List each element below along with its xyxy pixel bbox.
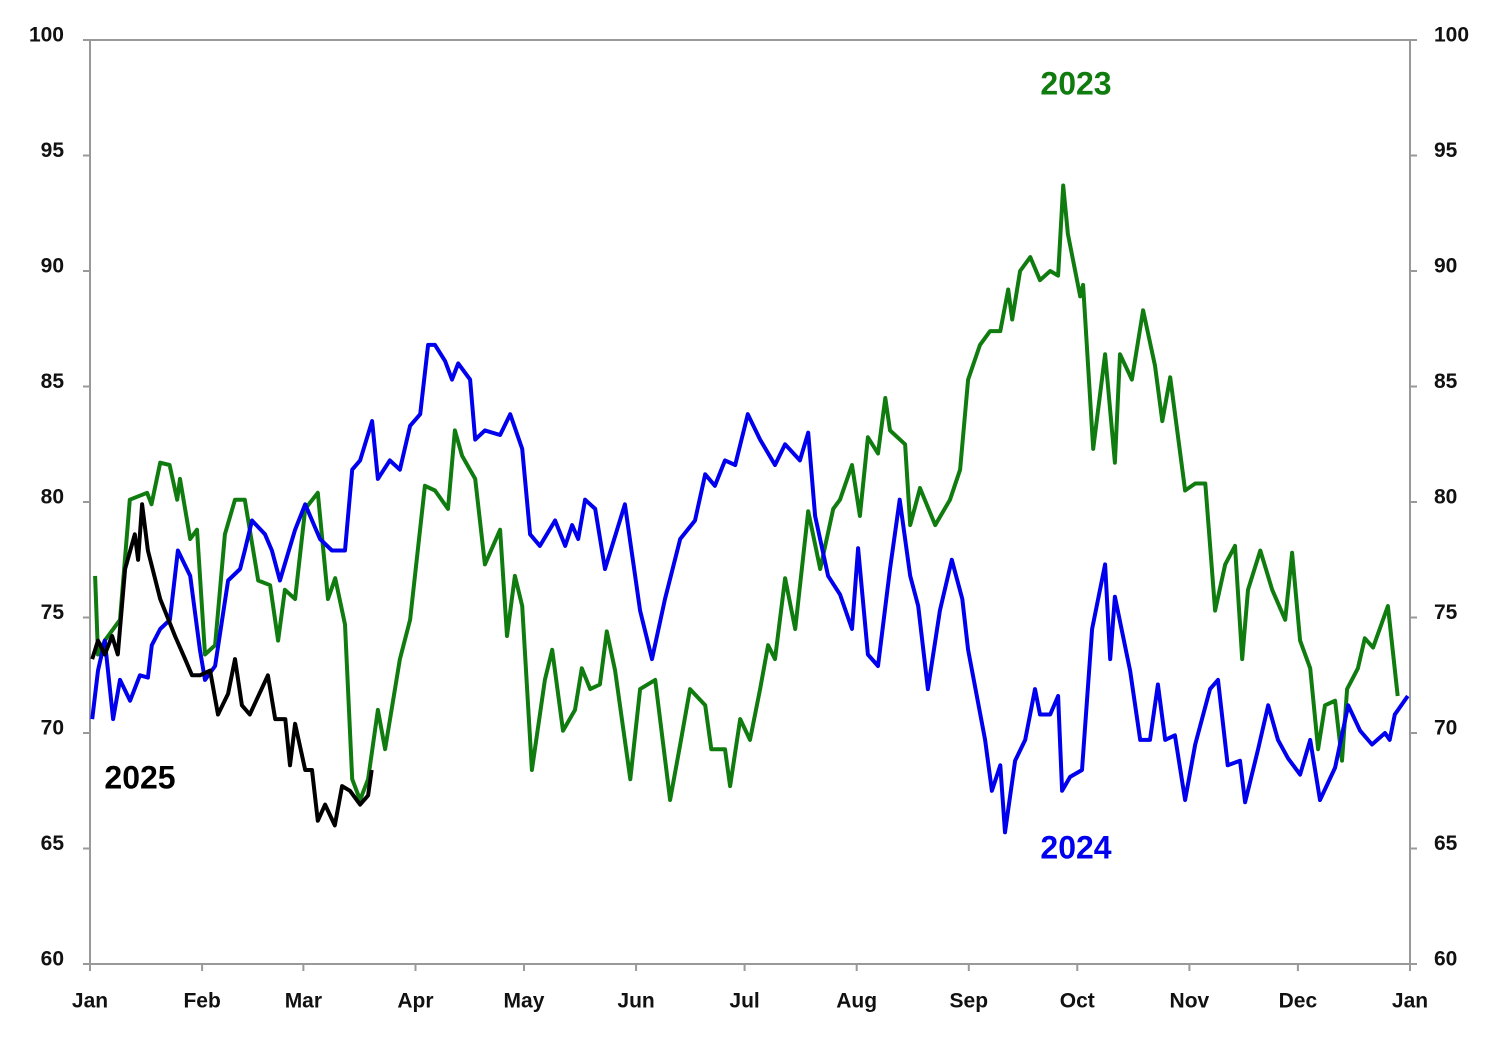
y-tick-label: 85 bbox=[41, 370, 65, 393]
y-tick-label-right: 75 bbox=[1434, 601, 1458, 624]
x-tick-label: Jun bbox=[617, 990, 654, 1013]
x-tick-label: Mar bbox=[285, 990, 322, 1013]
series-label: 2025 bbox=[104, 759, 175, 795]
x-tick-label: Oct bbox=[1060, 990, 1095, 1013]
series-line bbox=[93, 183, 1400, 802]
y-tick-label: 95 bbox=[41, 139, 65, 162]
y-tick-label: 75 bbox=[41, 601, 65, 624]
y-tick-label: 65 bbox=[41, 832, 65, 855]
x-tick-label: Jan bbox=[72, 990, 108, 1013]
y-tick-label-right: 90 bbox=[1434, 255, 1457, 278]
series-label: 2024 bbox=[1040, 829, 1111, 865]
y-tick-label-right: 95 bbox=[1434, 139, 1458, 162]
x-tick-label: Aug bbox=[836, 990, 877, 1013]
y-tick-label: 70 bbox=[41, 717, 64, 740]
y-tick-label: 80 bbox=[41, 486, 64, 509]
y-tick-label: 60 bbox=[41, 948, 64, 971]
y-tick-label-right: 80 bbox=[1434, 486, 1457, 509]
x-tick-label: Jul bbox=[729, 990, 759, 1013]
series-line bbox=[90, 502, 374, 828]
x-tick-label: Jan bbox=[1392, 990, 1428, 1013]
y-tick-label-right: 70 bbox=[1434, 717, 1457, 740]
x-tick-label: Apr bbox=[397, 990, 433, 1013]
plot-frame bbox=[89, 39, 1411, 965]
y-tick-label: 90 bbox=[41, 255, 64, 278]
y-tick-label-right: 60 bbox=[1434, 948, 1457, 971]
y-tick-label: 100 bbox=[29, 24, 64, 47]
series-line bbox=[90, 342, 1410, 835]
x-tick-label: Sep bbox=[950, 990, 989, 1013]
x-tick-label: Feb bbox=[183, 990, 220, 1013]
y-tick-label-right: 100 bbox=[1434, 24, 1469, 47]
y-tick-label-right: 65 bbox=[1434, 832, 1458, 855]
x-tick-label: Dec bbox=[1279, 990, 1318, 1013]
series-label: 2023 bbox=[1040, 65, 1111, 101]
y-tick-label-right: 85 bbox=[1434, 370, 1458, 393]
x-tick-label: Nov bbox=[1170, 990, 1210, 1013]
x-tick-label: May bbox=[504, 990, 545, 1013]
